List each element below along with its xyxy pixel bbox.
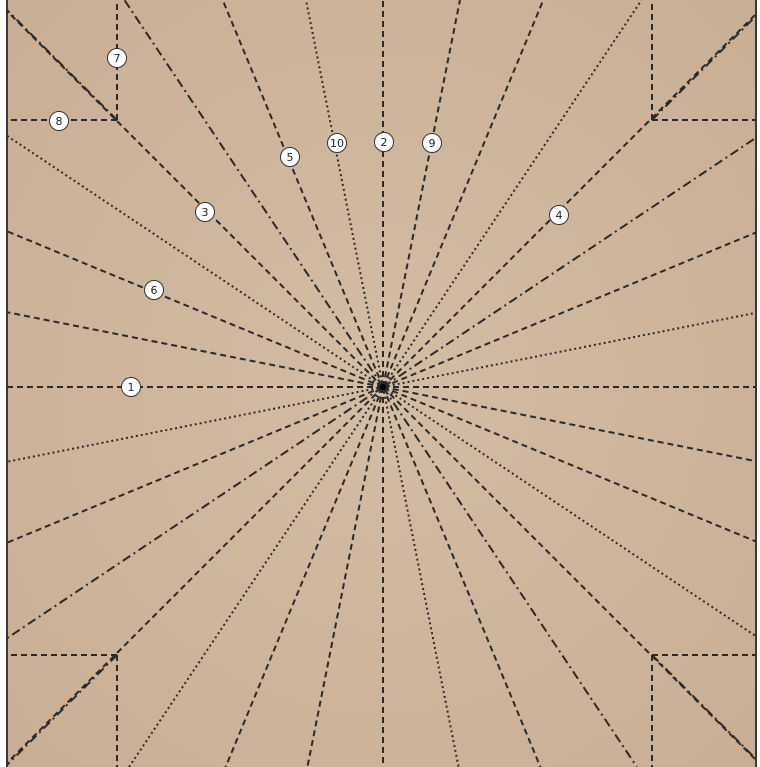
- radial-crease: [306, 386, 384, 767]
- svg-text:9: 9: [429, 137, 436, 150]
- radial-crease: [6, 230, 384, 388]
- svg-text:5: 5: [287, 151, 294, 164]
- svg-text:1: 1: [128, 381, 135, 394]
- corner-diagonal-crease: [6, 9, 118, 121]
- marker-5: 5: [280, 147, 300, 167]
- radial-crease: [6, 311, 384, 388]
- svg-text:3: 3: [202, 206, 209, 219]
- center-point: [380, 384, 386, 390]
- radial-crease: [224, 386, 384, 767]
- radial-crease: [382, 386, 638, 767]
- corner-diagonal-crease: [6, 654, 118, 766]
- marker-1: 1: [121, 377, 141, 397]
- svg-text:6: 6: [151, 284, 158, 297]
- radial-crease: [128, 386, 384, 767]
- radial-crease: [6, 134, 384, 388]
- radial-crease: [382, 386, 542, 767]
- radial-crease: [382, 311, 757, 388]
- marker-9: 9: [422, 133, 442, 153]
- radial-crease: [6, 386, 384, 463]
- radial-crease: [6, 10, 384, 388]
- radial-crease: [382, 231, 757, 388]
- radial-crease: [123, 0, 384, 388]
- marker-6: 6: [144, 280, 164, 300]
- marker-4: 4: [549, 205, 569, 225]
- radial-crease: [382, 386, 757, 463]
- marker-10: 10: [327, 133, 347, 153]
- marker-8: 8: [49, 111, 69, 131]
- corner-diagonal-crease: [651, 15, 757, 121]
- marker-3: 3: [195, 202, 215, 222]
- marker-2: 2: [374, 132, 394, 152]
- radial-crease: [382, 386, 757, 761]
- svg-text:2: 2: [381, 136, 388, 149]
- marker-7: 7: [107, 48, 127, 68]
- radial-crease: [382, 0, 461, 388]
- svg-text:10: 10: [330, 137, 344, 150]
- corner-diagonal-crease: [651, 654, 757, 760]
- step-markers: 1 2 3 4 5 6 7 8 9 10: [49, 48, 569, 397]
- radial-crease: [382, 386, 757, 543]
- radial-crease: [6, 386, 384, 544]
- crease-lines: [6, 0, 757, 767]
- svg-text:4: 4: [556, 209, 563, 222]
- svg-text:7: 7: [114, 52, 121, 65]
- svg-text:8: 8: [56, 115, 63, 128]
- radial-crease: [305, 0, 384, 388]
- radial-crease: [6, 386, 384, 764]
- radial-crease: [382, 13, 757, 388]
